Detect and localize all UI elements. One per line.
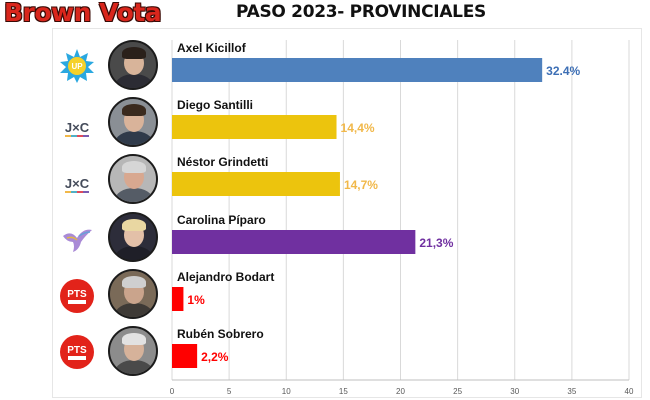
libertarian-bird-logo (59, 222, 95, 258)
jxc-logo: J×C (59, 110, 95, 146)
jxc-logo: J×C (59, 166, 95, 202)
bar (172, 172, 340, 196)
value-label: 14,4% (341, 121, 375, 135)
x-tick-label: 20 (396, 387, 405, 396)
up-logo-text: UP (71, 62, 83, 71)
bar (172, 58, 543, 82)
value-label: 2,2% (201, 350, 229, 364)
candidate-photo-santilli (108, 97, 158, 147)
brand-logo-text: Brown Vota (4, 0, 162, 27)
value-label: 32.4% (546, 64, 580, 78)
candidate-name: Alejandro Bodart (177, 270, 274, 284)
value-label: 21,3% (419, 236, 453, 250)
candidate-photo-piparo (108, 212, 158, 262)
pts-logo: PTS (59, 334, 95, 370)
candidate-name: Carolina Píparo (177, 213, 266, 227)
pts-logo-text: PTS (67, 345, 87, 356)
up-sun-logo: UP (59, 48, 95, 84)
jxc-logo-text: J×C (65, 176, 90, 191)
jxc-logo-text: J×C (65, 120, 90, 135)
candidate-photo-sobrero (108, 326, 158, 376)
candidate-name: Néstor Grindetti (177, 155, 268, 169)
candidate-photo-kicillof (108, 40, 158, 90)
x-tick-label: 0 (170, 387, 175, 396)
value-label: 14,7% (344, 178, 378, 192)
x-tick-label: 40 (625, 387, 634, 396)
x-tick-label: 10 (282, 387, 291, 396)
x-tick-label: 25 (453, 387, 462, 396)
pts-logo-text: PTS (67, 289, 87, 300)
chart-title: PASO 2023- PROVINCIALES (236, 2, 486, 22)
candidate-photo-grindetti (108, 154, 158, 204)
pts-logo: PTS (59, 278, 95, 314)
bar (172, 115, 337, 139)
candidate-photo-bodart (108, 269, 158, 319)
x-tick-label: 15 (339, 387, 348, 396)
bar (172, 287, 184, 311)
x-tick-label: 35 (567, 387, 576, 396)
value-label: 1% (187, 293, 205, 307)
bar (172, 230, 416, 254)
candidate-name: Diego Santilli (177, 98, 253, 112)
x-tick-label: 5 (227, 387, 232, 396)
x-tick-label: 30 (510, 387, 519, 396)
candidate-name: Axel Kicillof (177, 41, 247, 55)
candidate-name: Rubén Sobrero (177, 327, 264, 341)
bar (172, 344, 198, 368)
